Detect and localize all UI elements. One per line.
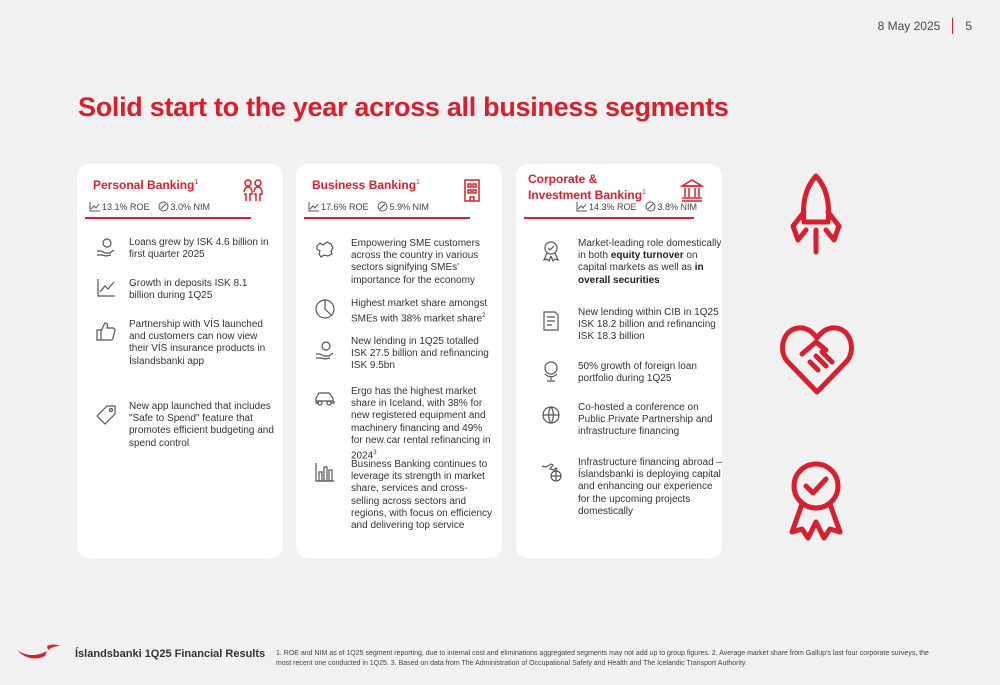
document-icon [543, 311, 559, 331]
pie-chart-icon [315, 299, 335, 319]
list-item: Partnership with VÍS launched and custom… [129, 319, 266, 367]
card-title: Business Banking1 [312, 178, 420, 192]
percent-circle-icon [645, 201, 656, 212]
award-ribbon-icon [789, 461, 843, 541]
metrics-row: 17.6% ROE 5.9% NIM [308, 201, 429, 212]
iceland-map-icon [316, 241, 334, 258]
card-personal-banking: Personal Banking1 13.1% ROE 3.0% NIM Loa… [77, 164, 283, 558]
globe-stand-icon [544, 361, 558, 382]
chart-line-icon [89, 201, 100, 211]
rocket-icon [790, 173, 842, 255]
handshake-globe-icon [542, 406, 560, 424]
card-title: Corporate & Investment Banking1 [528, 172, 646, 202]
list-item: Loans grew by ISK 4.6 billion in first q… [129, 237, 269, 261]
islandsbanki-logo-icon [17, 644, 60, 659]
hand-coin-icon [97, 238, 115, 257]
bank-building-icon [680, 179, 704, 202]
list-item: New lending in 1Q25 totalled ISK 27.5 bi… [351, 336, 489, 372]
list-item: Growth in deposits ISK 8.1 billion durin… [129, 278, 248, 302]
roe-value: 13.1% ROE [102, 201, 150, 212]
list-item: New lending within CIB in 1Q25 ISK 18.2 … [578, 307, 719, 343]
card-corporate-investment-banking: Corporate & Investment Banking1 14.3% RO… [516, 164, 722, 558]
nim-value: 5.9% NIM [389, 201, 430, 212]
card-title: Personal Banking1 [93, 178, 199, 192]
award-badge-icon [542, 241, 560, 262]
roe-value: 14.3% ROE [589, 201, 637, 212]
page-title: Solid start to the year across all busin… [78, 92, 729, 122]
metrics-row: 14.3% ROE 3.8% NIM [576, 201, 697, 212]
date-label: 8 May 2025 [877, 19, 941, 33]
people-icon [243, 179, 263, 201]
list-item: Highest market share amongst SMEs with 3… [351, 298, 488, 325]
metrics-row: 13.1% ROE 3.0% NIM [89, 201, 210, 212]
list-item: Ergo has the highest market share in Ice… [351, 386, 491, 462]
car-icon [315, 392, 335, 406]
card-business-banking: Business Banking1 17.6% ROE 5.9% NIM Emp… [296, 164, 502, 558]
header-divider [952, 18, 954, 34]
list-item: Infrastructure financing abroad – Ísland… [578, 457, 722, 517]
tag-icon [96, 405, 116, 425]
header-bar: 8 May 2025 5 [878, 18, 972, 34]
list-item: Market-leading role domestically in both… [578, 238, 722, 286]
heart-handshake-icon [780, 325, 854, 395]
footer-title: Íslandsbanki 1Q25 Financial Results [75, 648, 266, 660]
card-divider [524, 217, 694, 219]
list-item: New app launched that includes "Safe to … [129, 401, 274, 449]
chart-line-icon [308, 201, 319, 211]
page-number: 5 [965, 19, 972, 33]
footnotes: 1. ROE and NIM as of 1Q25 segment report… [276, 650, 929, 667]
trend-chart-icon [97, 279, 115, 297]
nim-value: 3.0% NIM [170, 201, 211, 212]
percent-circle-icon [377, 201, 388, 212]
office-building-icon [464, 179, 480, 202]
list-item: 50% growth of foreign loan portfolio dur… [578, 361, 697, 385]
chart-line-icon [576, 201, 587, 211]
thumbs-up-icon [96, 322, 116, 341]
list-item: Business Banking continues to leverage i… [351, 459, 493, 532]
percent-circle-icon [158, 201, 169, 212]
card-divider [304, 217, 470, 219]
list-item: Empowering SME customers across the coun… [351, 238, 480, 286]
card-divider [85, 217, 251, 219]
bar-chart-icon [315, 463, 334, 482]
plane-globe-icon [541, 463, 562, 482]
roe-value: 17.6% ROE [321, 201, 369, 212]
hand-coin-icon [316, 341, 334, 360]
nim-value: 3.8% NIM [657, 201, 698, 212]
list-item: Co-hosted a conference on Public Private… [578, 402, 713, 438]
